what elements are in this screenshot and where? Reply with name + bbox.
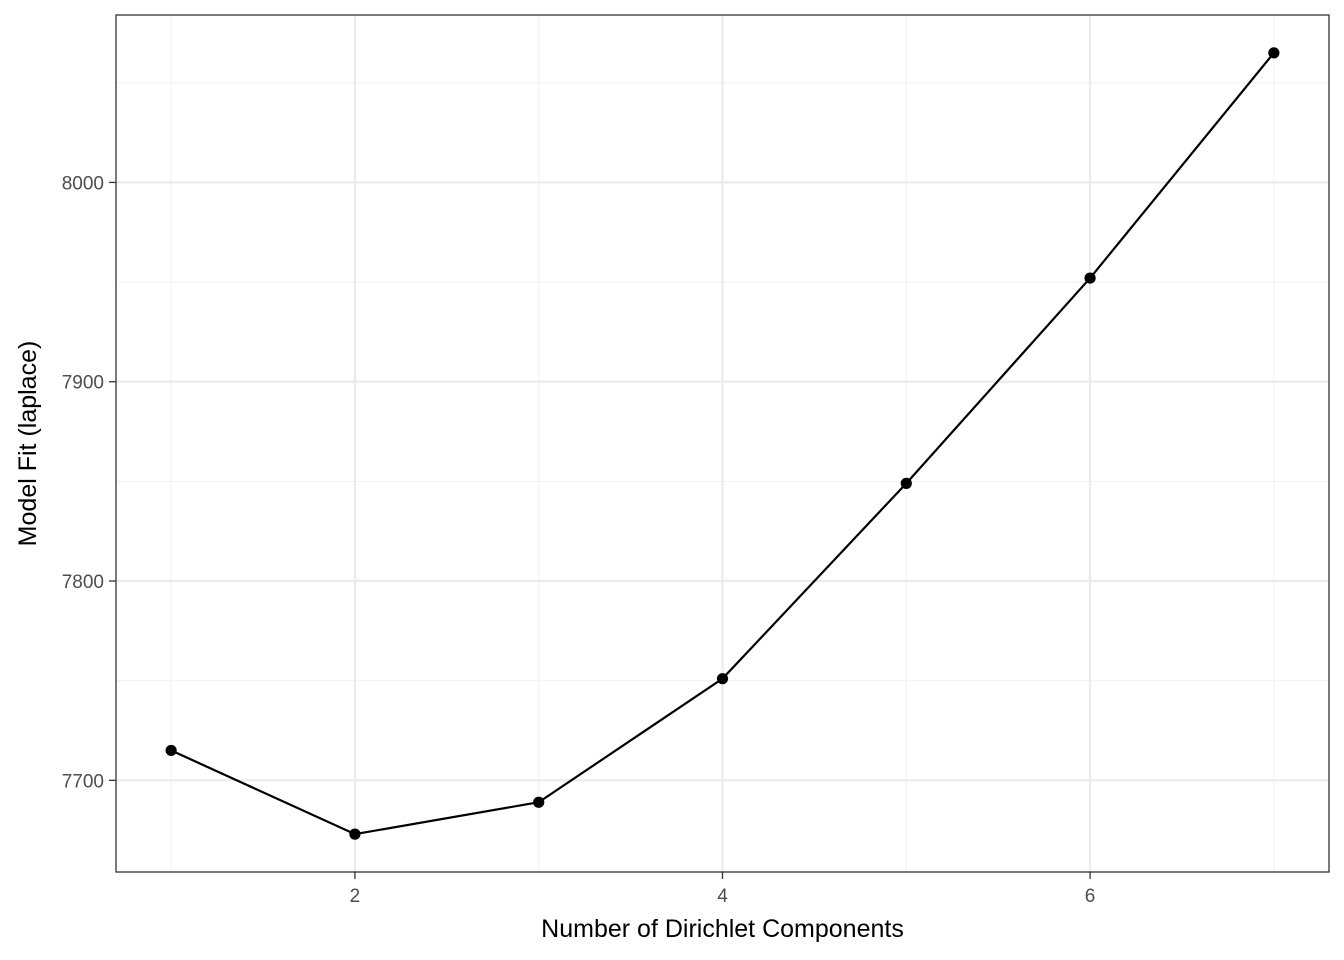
data-point-0-4 <box>900 477 912 489</box>
y-tick-label-0: 7700 <box>62 771 104 792</box>
data-point-0-1 <box>349 828 361 840</box>
y-tick-label-3: 8000 <box>62 173 104 194</box>
data-point-0-6 <box>1268 47 1280 59</box>
data-point-0-3 <box>716 673 729 685</box>
x-tick-label-2: 6 <box>1085 886 1096 907</box>
major-gridlines <box>116 15 1329 872</box>
y-axis: 7700 7800 7900 8000 <box>62 173 116 792</box>
x-tick-label-1: 4 <box>717 886 728 907</box>
series-layer <box>165 47 1280 840</box>
data-point-0-0 <box>165 744 177 757</box>
data-point-0-2 <box>533 796 545 808</box>
data-point-0-5 <box>1084 272 1096 284</box>
x-axis-title: Number of Dirichlet Components <box>541 915 904 943</box>
y-axis-title: Model Fit (laplace) <box>14 341 42 547</box>
y-tick-label-1: 7800 <box>62 572 104 593</box>
x-axis: 2 4 6 <box>350 872 1096 907</box>
x-tick-label-0: 2 <box>350 886 361 907</box>
y-tick-label-2: 7900 <box>62 373 104 394</box>
